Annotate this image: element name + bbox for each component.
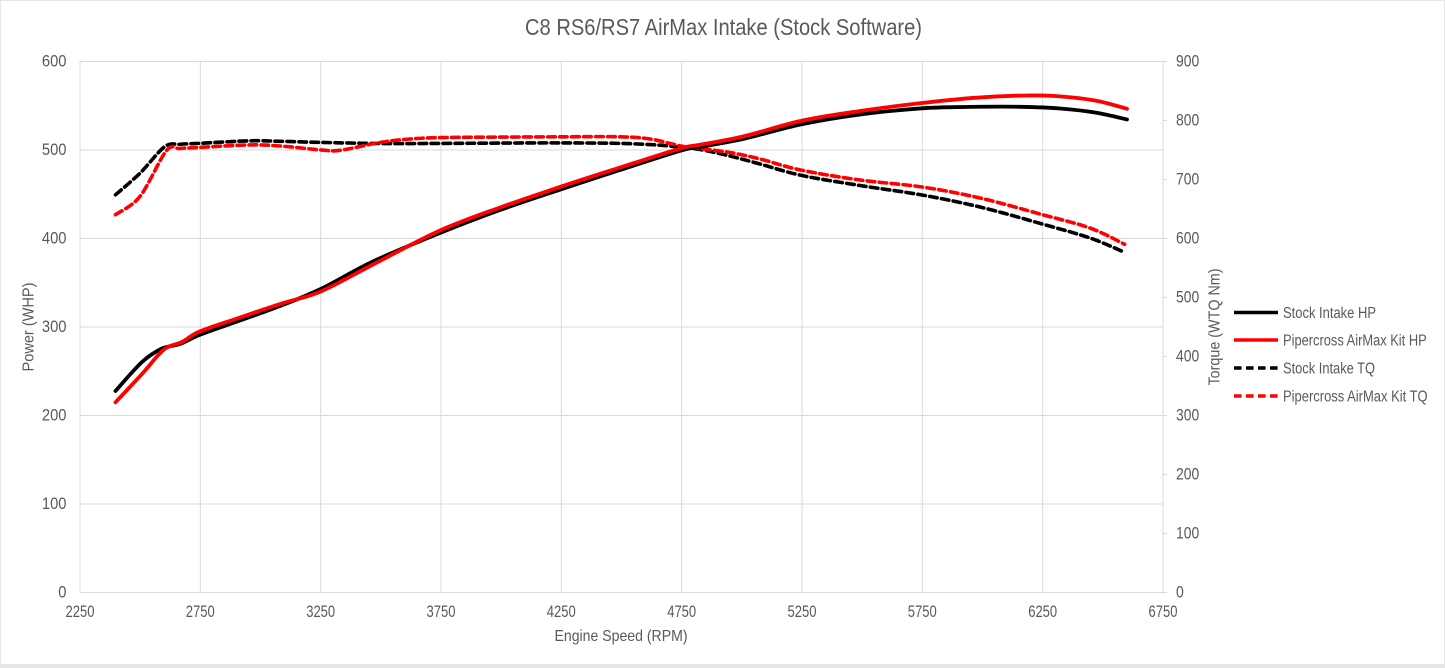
svg-text:Stock Intake TQ: Stock Intake TQ <box>1283 361 1375 378</box>
svg-text:800: 800 <box>1176 111 1199 130</box>
svg-text:400: 400 <box>1176 347 1199 366</box>
svg-text:400: 400 <box>42 229 67 248</box>
svg-text:4250: 4250 <box>547 602 576 621</box>
svg-text:6250: 6250 <box>1028 602 1057 621</box>
svg-text:200: 200 <box>42 406 67 425</box>
svg-text:600: 600 <box>1176 229 1199 248</box>
svg-text:4750: 4750 <box>667 602 696 621</box>
svg-text:Stock Intake HP: Stock Intake HP <box>1283 305 1376 322</box>
svg-text:500: 500 <box>42 140 67 159</box>
svg-text:300: 300 <box>1176 406 1199 425</box>
svg-text:Pipercross AirMax Kit TQ: Pipercross AirMax Kit TQ <box>1283 389 1428 406</box>
svg-text:C8 RS6/RS7 AirMax Intake (Stoc: C8 RS6/RS7 AirMax Intake (Stock Software… <box>525 14 922 40</box>
svg-text:500: 500 <box>1176 288 1199 307</box>
svg-text:Engine Speed (RPM): Engine Speed (RPM) <box>555 628 688 645</box>
svg-text:0: 0 <box>1176 583 1184 602</box>
svg-text:0: 0 <box>58 583 66 602</box>
svg-text:5250: 5250 <box>788 602 817 621</box>
svg-text:Power (WHP): Power (WHP) <box>21 283 38 372</box>
svg-text:5750: 5750 <box>908 602 937 621</box>
svg-text:100: 100 <box>42 494 67 513</box>
svg-text:3250: 3250 <box>306 602 335 621</box>
svg-text:300: 300 <box>42 317 67 336</box>
svg-text:100: 100 <box>1176 524 1199 543</box>
svg-text:Pipercross AirMax Kit HP: Pipercross AirMax Kit HP <box>1283 333 1427 350</box>
svg-text:900: 900 <box>1176 52 1199 71</box>
svg-text:200: 200 <box>1176 465 1199 484</box>
svg-text:Torque (WTQ Nm): Torque (WTQ Nm) <box>1207 269 1224 386</box>
svg-text:2250: 2250 <box>66 602 95 621</box>
svg-text:600: 600 <box>42 52 67 71</box>
svg-text:700: 700 <box>1176 170 1199 189</box>
svg-text:3750: 3750 <box>427 602 456 621</box>
svg-text:6750: 6750 <box>1149 602 1178 621</box>
svg-text:2750: 2750 <box>186 602 215 621</box>
